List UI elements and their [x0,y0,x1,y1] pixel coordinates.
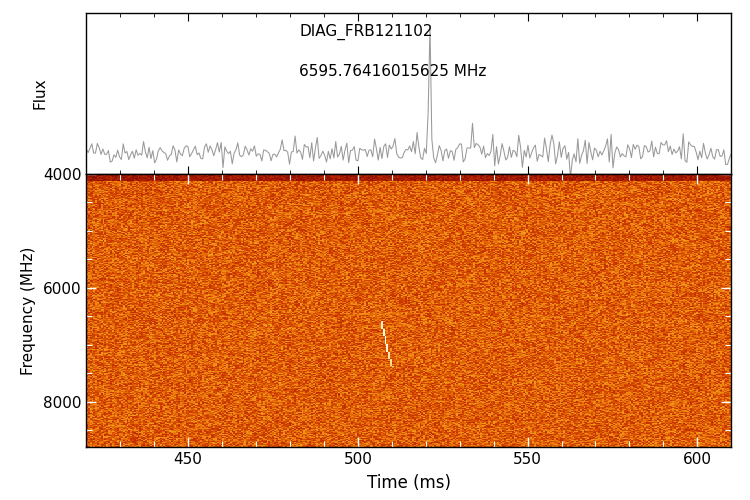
Text: DIAG_FRB121102: DIAG_FRB121102 [299,24,433,40]
Y-axis label: Flux: Flux [32,77,47,109]
Y-axis label: Frequency (MHz): Frequency (MHz) [21,246,36,374]
Text: 6595.76416015625 MHz: 6595.76416015625 MHz [299,64,487,79]
X-axis label: Time (ms): Time (ms) [367,474,451,492]
